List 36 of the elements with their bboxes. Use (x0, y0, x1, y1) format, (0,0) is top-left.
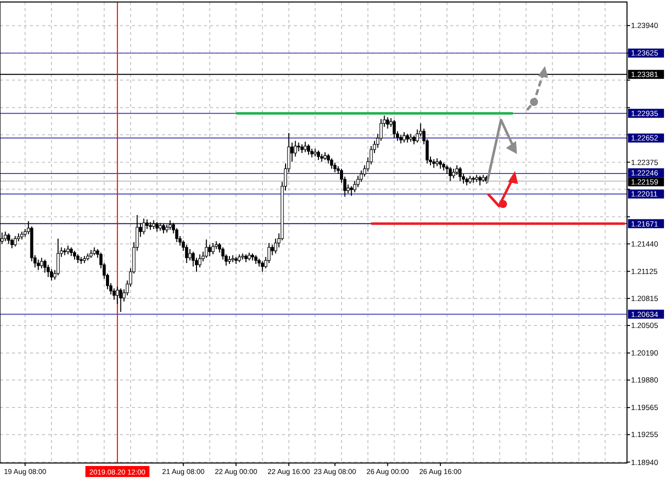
candlestick (316, 150, 320, 161)
candlestick (458, 166, 462, 182)
candlestick (14, 235, 17, 247)
candlestick (455, 164, 458, 176)
candlestick (116, 286, 119, 305)
candlestick (142, 218, 146, 235)
candlestick (350, 186, 353, 196)
candlestick (43, 259, 46, 274)
candlestick (304, 141, 307, 153)
candlestick (56, 238, 60, 276)
candlestick (50, 268, 54, 282)
candlestick (168, 220, 172, 230)
candlestick (307, 144, 310, 156)
candlestick (448, 166, 452, 182)
candlestick (188, 248, 192, 261)
candlestick (7, 232, 10, 244)
candlestick (452, 168, 456, 179)
candlestick (162, 223, 166, 234)
candlestick (146, 218, 149, 230)
candlestick (386, 116, 390, 130)
candlestick (211, 242, 215, 255)
candlestick (4, 231, 7, 242)
candlestick (208, 244, 212, 257)
candlestick (155, 222, 158, 232)
candlestick (478, 175, 482, 186)
candlestick (185, 244, 188, 264)
candlestick (40, 257, 44, 269)
candlestick (333, 162, 336, 173)
candlestick (330, 158, 334, 170)
candlestick (402, 132, 406, 144)
candlestick (36, 259, 40, 271)
candlestick (119, 288, 122, 312)
candlestick (260, 260, 264, 272)
candlestick (204, 238, 208, 258)
candlestick (198, 254, 202, 268)
candlestick (392, 119, 396, 139)
